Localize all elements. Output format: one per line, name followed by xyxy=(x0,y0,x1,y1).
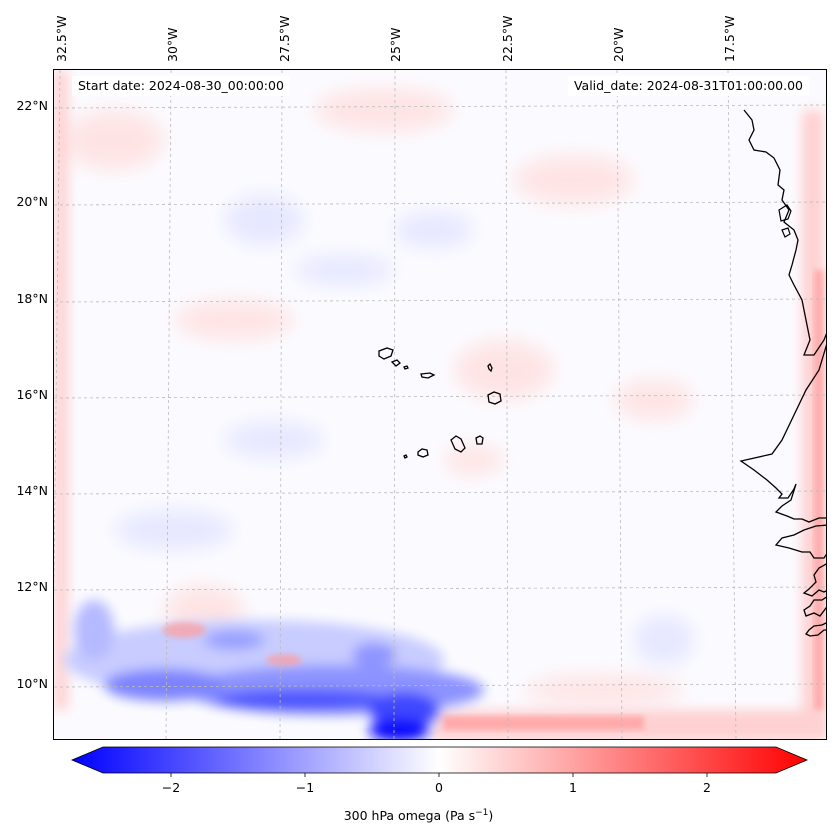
lat-label-12n: 12°N xyxy=(16,579,48,594)
lat-label-10n: 10°N xyxy=(16,676,48,691)
start-date-label: Start date: 2024-08-30_00:00:00 xyxy=(72,76,290,96)
colorbar-label-text: 300 hPa omega (Pa s xyxy=(343,808,476,824)
lat-label-16n: 16°N xyxy=(16,387,48,402)
west-africa-coastline xyxy=(739,344,826,637)
sahara-coastline xyxy=(743,109,826,356)
lon-label-22-5w: 22.5°W xyxy=(500,15,515,62)
cb-tick-2: 2 xyxy=(703,780,711,795)
lat-label-14n: 14°N xyxy=(16,483,48,498)
valid-date-label: Valid_date: 2024-08-31T01:00:00.00 xyxy=(567,76,809,96)
lon-label-20w: 20°W xyxy=(611,27,626,62)
coastal-islets xyxy=(778,204,792,238)
map-panel xyxy=(53,69,827,740)
lon-label-27-5w: 27.5°W xyxy=(277,15,292,62)
cabo-verde-islands xyxy=(378,347,502,459)
lon-label-32-5w: 32.5°W xyxy=(54,15,69,62)
lon-label-25w: 25°W xyxy=(388,27,403,62)
colorbar-ticks xyxy=(170,773,708,777)
colorbar-label-exponent: −1 xyxy=(475,808,489,818)
colorbar-gradient xyxy=(70,746,809,774)
map-canvas xyxy=(54,70,826,739)
cb-tick-1: 1 xyxy=(569,780,577,795)
lon-label-17-5w: 17.5°W xyxy=(722,15,737,62)
cb-tick-0: 0 xyxy=(435,780,443,795)
colorbar-label: 300 hPa omega (Pa s−1) xyxy=(0,808,837,823)
cb-tick-neg2: −2 xyxy=(161,780,181,795)
lat-label-22n: 22°N xyxy=(16,98,48,113)
omega-field xyxy=(54,70,826,739)
lat-label-18n: 18°N xyxy=(16,291,48,306)
lat-label-20n: 20°N xyxy=(16,194,48,209)
gridlines xyxy=(54,70,826,739)
lon-label-30w: 30°W xyxy=(165,27,180,62)
cb-tick-neg1: −1 xyxy=(295,780,315,795)
colorbar-label-close: ) xyxy=(488,808,494,824)
